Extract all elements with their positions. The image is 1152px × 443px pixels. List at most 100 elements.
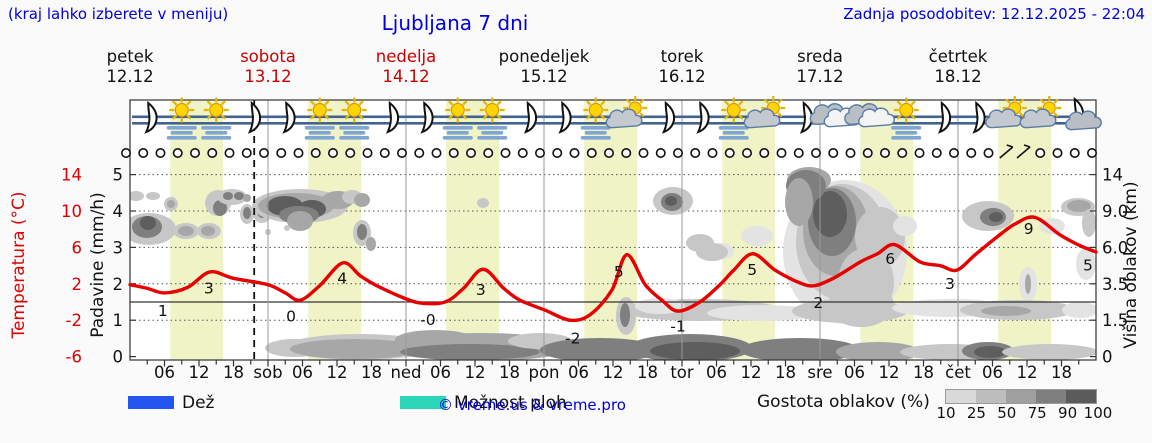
calm-wind-icon	[465, 148, 476, 159]
fog-bar	[891, 126, 922, 130]
calm-wind-icon	[845, 148, 856, 159]
sun-fog-icon	[166, 97, 197, 140]
cloud-density-gradient-bar	[945, 389, 1097, 404]
sun-disc	[450, 103, 465, 117]
day-date: 15.12	[520, 67, 568, 86]
calm-wind-icon	[707, 148, 718, 159]
wind-barb-shaft	[1016, 146, 1031, 159]
calm-wind-icon	[638, 148, 649, 159]
cloud-blob	[893, 216, 917, 236]
cloud-height-axis-tick-label: 9.0	[1102, 202, 1128, 221]
rain-legend-label: Dež	[182, 393, 215, 413]
fog-bar	[442, 136, 473, 140]
calm-wind-icon	[741, 148, 752, 159]
x-axis-label: 12	[879, 363, 900, 382]
sun-ray	[910, 100, 916, 106]
x-axis-label: pon	[528, 363, 559, 382]
cloud-blob	[234, 192, 244, 200]
day-header-torek: torek 16.12	[613, 47, 751, 87]
cloud-height-axis-tick-label: 14	[1102, 166, 1123, 185]
precip-axis-title: Padavine (mm/h)	[88, 192, 108, 337]
density-tick-label: 10	[936, 404, 956, 422]
density-segment	[1006, 390, 1036, 403]
cloud-blob	[792, 299, 908, 323]
temperature-axis-tick-label: -2	[66, 311, 82, 330]
calm-wind-icon	[155, 148, 166, 159]
fog-bar	[201, 136, 232, 140]
x-axis-label: 12	[1017, 363, 1038, 382]
sun-ray	[600, 114, 606, 120]
x-axis-label: 06	[430, 363, 451, 382]
moon-crescent	[558, 100, 572, 134]
moon-fog-icon	[696, 100, 710, 134]
cloud-blob	[855, 207, 905, 267]
calm-wind-icon	[172, 148, 183, 159]
temperature-value-label: 5	[747, 261, 757, 279]
calm-wind-icon	[552, 148, 563, 159]
calm-wind-icon	[293, 148, 304, 159]
fog-bar	[304, 136, 335, 140]
calm-wind-icon	[983, 148, 994, 159]
sun-ray	[358, 100, 364, 106]
sun-disc	[899, 103, 914, 117]
density-segment	[976, 390, 1006, 403]
moon-fog-icon	[523, 100, 538, 134]
calm-wind-icon	[396, 148, 407, 159]
sun-disc	[347, 103, 362, 117]
cloud-blob	[213, 200, 227, 216]
sun-ray	[724, 100, 730, 106]
calm-wind-icon	[310, 148, 321, 159]
moon-crescent	[144, 100, 158, 134]
precip-axis-tick-label: 5	[113, 166, 124, 185]
calm-wind-icon	[327, 148, 338, 159]
moon-crescent	[385, 100, 400, 134]
temperature-value-label: 6	[885, 250, 895, 268]
calm-wind-icon	[448, 148, 459, 159]
fog-bar	[343, 131, 366, 135]
cloud-blob	[981, 306, 1031, 316]
moon-fog-icon	[247, 100, 262, 134]
cloud-blob	[477, 198, 489, 208]
page-title: Ljubljana 7 dni	[381, 11, 529, 35]
copyright-link[interactable]: © vreme.us & vreme.pro	[438, 396, 626, 414]
density-tick-label: 100	[1083, 404, 1113, 422]
cloud-blob	[974, 346, 1006, 358]
sun-ray	[462, 100, 468, 106]
x-axis-label: sob	[253, 363, 282, 382]
moon-fog-icon	[661, 100, 676, 134]
temperature-axis-tick-label: 6	[72, 238, 83, 257]
sun-fog-icon	[201, 97, 232, 140]
cloud-icon	[844, 103, 895, 128]
calm-wind-icon	[241, 148, 252, 159]
fog-bar	[481, 131, 504, 135]
cloud-shape	[858, 107, 895, 128]
calm-wind-icon	[793, 148, 804, 159]
cloud-blob	[354, 193, 370, 207]
temperature-axis-tick-label: 10	[61, 202, 82, 221]
showers-legend-label: Možnost ploh	[454, 393, 567, 413]
suncloud-icon	[1019, 96, 1062, 129]
sun-ray	[496, 100, 502, 106]
x-axis-label: 06	[154, 363, 175, 382]
sun-ray	[738, 114, 744, 120]
suncloud-icon	[605, 96, 648, 129]
calm-wind-icon	[500, 148, 511, 159]
cloud-blob	[620, 303, 630, 327]
moon-crescent	[523, 100, 538, 134]
fog-bar	[166, 136, 197, 140]
x-axis-label: 18	[913, 363, 934, 382]
sun-ray	[448, 114, 454, 120]
density-tick-label: 25	[966, 404, 986, 422]
day-date: 16.12	[658, 67, 706, 86]
day-header-četrtek: četrtek 18.12	[889, 47, 1027, 87]
calm-wind-icon	[948, 148, 959, 159]
sun-ray	[172, 114, 178, 120]
temperature-value-label: 3	[204, 279, 214, 297]
x-axis-label: čet	[945, 363, 971, 382]
wind-barb-icon	[999, 144, 1014, 159]
rain-legend-swatch	[128, 396, 174, 409]
temperature-value-label: 0	[286, 308, 296, 326]
x-axis-label: 06	[982, 363, 1003, 382]
cloud-shape	[605, 108, 643, 129]
calm-wind-icon	[224, 148, 235, 159]
